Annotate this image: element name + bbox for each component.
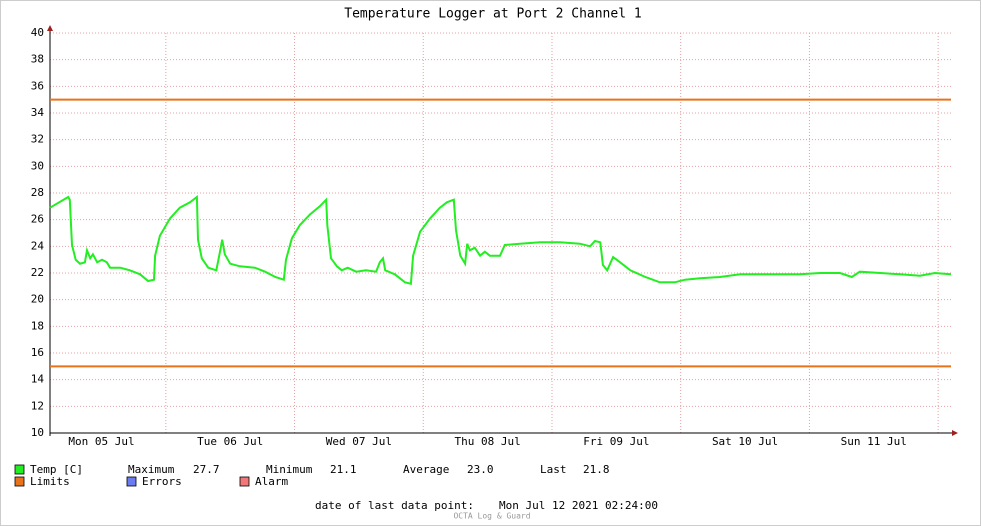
watermark: OCTA Log & Guard [453,512,530,521]
legend-swatch [126,476,137,487]
stat-value: 23.0 [467,463,494,476]
legend-label: Temp [C] [30,463,83,476]
chart-title: Temperature Logger at Port 2 Channel 1 [344,7,641,22]
y-tick-label: 28 [31,186,44,199]
y-tick-label: 20 [31,293,44,306]
footer-date: Mon Jul 12 2021 02:24:00 [499,499,658,512]
stat-value: 21.1 [330,463,357,476]
stat-value: 27.7 [193,463,220,476]
y-tick-label: 40 [31,26,44,39]
y-tick-label: 22 [31,266,44,279]
y-tick-label: 18 [31,319,44,332]
stat-label: Last [540,463,567,476]
y-tick-label: 36 [31,79,44,92]
legend-label: Alarm [255,475,288,488]
y-tick-label: 10 [31,426,44,439]
y-tick-label: 26 [31,213,44,226]
stat-label: Minimum [266,463,313,476]
x-tick-label: Fri 09 Jul [583,435,649,448]
y-tick-label: 38 [31,53,44,66]
footer-label: date of last data point: [315,499,474,512]
plot [49,98,952,368]
stat-label: Maximum [128,463,175,476]
temperature-line [49,195,952,285]
legend-label: Limits [30,475,70,488]
x-tick-label: Sat 10 Jul [712,435,778,448]
y-tick-label: 14 [31,373,45,386]
stat-value: 21.8 [583,463,610,476]
y-tick-label: 16 [31,346,44,359]
y-arrow [47,25,53,31]
x-tick-label: Tue 06 Jul [197,435,263,448]
legend-swatch [14,464,25,475]
y-tick-label: 32 [31,133,44,146]
x-arrow [952,430,958,436]
y-tick-label: 24 [31,239,45,252]
x-tick-label: Sun 11 Jul [841,435,907,448]
stat-label: Average [403,463,449,476]
y-tick-label: 34 [31,106,45,119]
y-tick-label: 12 [31,399,44,412]
x-tick-label: Mon 05 Jul [68,435,134,448]
y-tick-label: 30 [31,159,44,172]
x-tick-label: Wed 07 Jul [326,435,392,448]
x-tick-label: Thu 08 Jul [455,435,521,448]
legend-swatch [239,476,250,487]
legend-label: Errors [142,475,182,488]
legend-swatch [14,476,25,487]
